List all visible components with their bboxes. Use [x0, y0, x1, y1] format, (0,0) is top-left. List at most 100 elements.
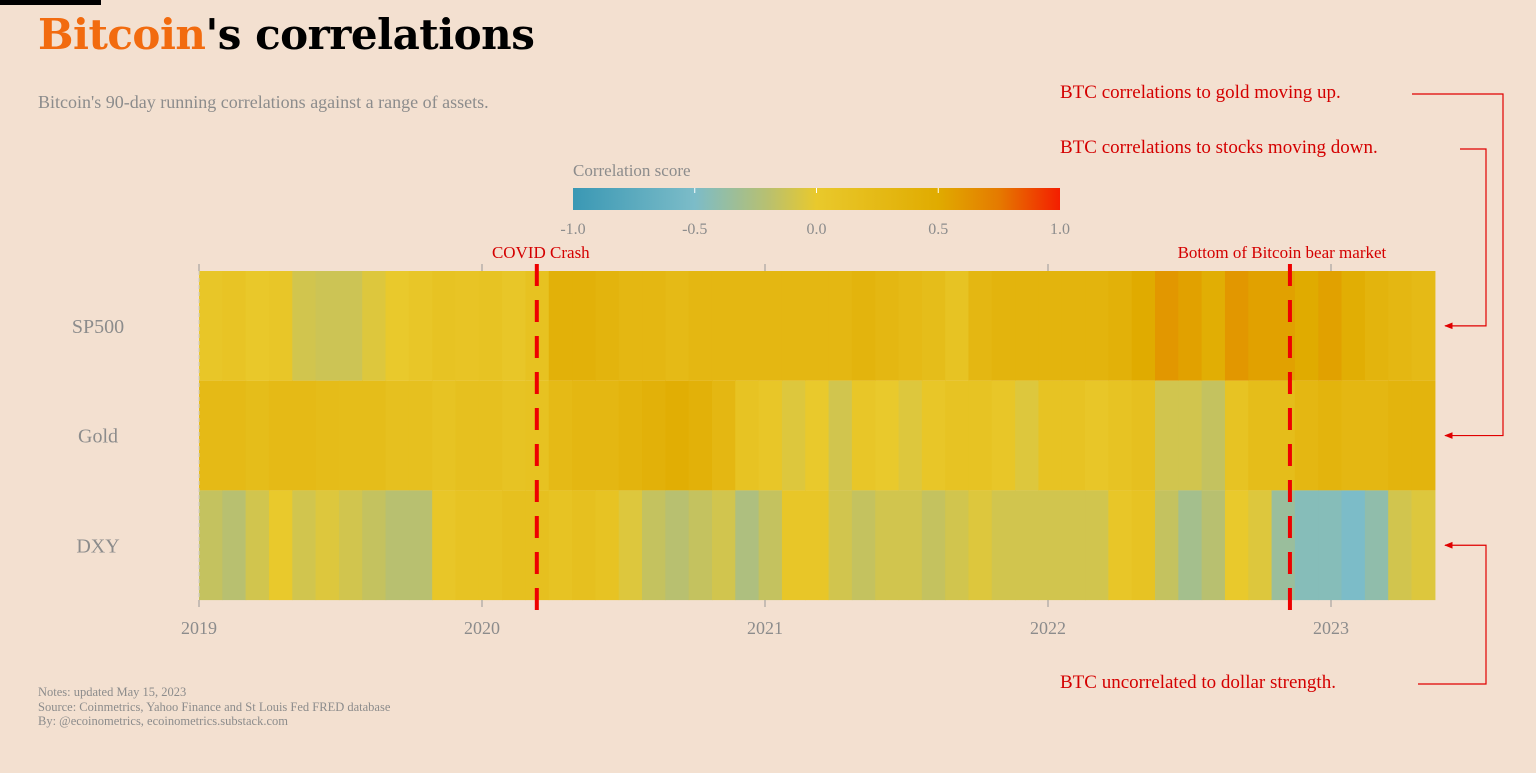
heatmap-cell [851, 271, 876, 381]
x-tick-label: 2020 [464, 618, 500, 638]
x-tick-label: 2022 [1030, 618, 1066, 638]
heatmap-cell [222, 380, 247, 491]
heatmap-cell [478, 490, 503, 601]
heatmap-cell [525, 490, 550, 601]
heatmap-cell [362, 380, 387, 491]
row-label: SP500 [72, 316, 124, 338]
heatmap-cell [408, 490, 433, 601]
heatmap-cell [758, 380, 783, 491]
heatmap-cell [898, 271, 923, 381]
heatmap-cell [595, 271, 620, 381]
heatmap-cell [828, 271, 853, 381]
heatmap-cell [1061, 490, 1086, 601]
heatmap-cell [688, 271, 713, 381]
heatmap-cell [572, 380, 596, 491]
heatmap-cell [1271, 380, 1296, 491]
heatmap-cell [618, 490, 643, 601]
heatmap-cell [1201, 271, 1226, 381]
heatmap-cell [385, 490, 410, 601]
footnotes: Notes: updated May 15, 2023 Source: Coin… [38, 685, 390, 729]
colorbar-gradient [573, 188, 1060, 210]
annotation-arrow [1418, 541, 1487, 685]
byline: By: @ecoinometrics, ecoinometrics.substa… [38, 714, 288, 728]
colorbar-tick-label: 1.0 [1050, 221, 1070, 238]
annotation-text: BTC correlations to stocks moving down. [1060, 137, 1378, 158]
heatmap-cell [1155, 271, 1179, 381]
colorbar-tick-label: 0.0 [807, 221, 827, 238]
heatmap-cell [455, 380, 480, 491]
heatmap-cell [1061, 271, 1086, 381]
heatmap-cell [502, 380, 527, 491]
heatmap-cell [432, 271, 457, 381]
heatmap-cell [945, 490, 970, 601]
heatmap-cell [595, 380, 620, 491]
heatmap-cell [1085, 490, 1109, 601]
heatmap-cell [1131, 271, 1156, 381]
heatmap-cell [245, 490, 270, 601]
heatmap-cell [1388, 271, 1413, 381]
heatmap-cell [711, 271, 736, 381]
heatmap-cell [1201, 490, 1226, 601]
subtitle: Bitcoin's 90-day running correlations ag… [38, 92, 489, 112]
heatmap-cell [781, 380, 806, 491]
heatmap-cell [199, 271, 223, 381]
heatmap-cell [781, 490, 806, 601]
heatmap-cell [875, 271, 900, 381]
event-label: Bottom of Bitcoin bear market [1178, 243, 1387, 262]
heatmap-cell [711, 380, 736, 491]
heatmap-cell [548, 271, 573, 381]
heatmap-cell [199, 380, 223, 491]
heatmap-cell [688, 380, 713, 491]
heatmap-cell [1294, 380, 1319, 491]
heatmap-cell [828, 380, 853, 491]
heatmap-cell [851, 380, 876, 491]
heatmap-cell [1038, 380, 1063, 491]
colorbar-title: Correlation score [573, 161, 691, 180]
heatmap-cell [548, 380, 573, 491]
heatmap-cell [1364, 380, 1389, 491]
heatmap-cell [385, 271, 410, 381]
page-title: Bitcoin's correlations [38, 10, 535, 59]
heatmap-cell [665, 380, 690, 491]
heatmap-cell [828, 490, 853, 601]
heatmap-cell [572, 271, 596, 381]
x-tick-label: 2021 [747, 618, 783, 638]
heatmap-cell [455, 271, 480, 381]
heatmap-cell [292, 380, 317, 491]
heatmap-cell [408, 271, 433, 381]
heatmap-cell [502, 271, 527, 381]
heatmap-cell [618, 380, 643, 491]
annotation-arrow [1444, 148, 1487, 330]
heatmap-cell [478, 380, 503, 491]
heatmap-cell [245, 271, 270, 381]
heatmap-cell [548, 490, 573, 601]
heatmap-cell [315, 380, 340, 491]
annotations: BTC correlations to gold moving up. BTC c… [1060, 82, 1504, 693]
heatmap-cell [1178, 380, 1203, 491]
heatmap-cell [315, 490, 340, 601]
heatmap-cell [1341, 380, 1366, 491]
heatmap-cell [1178, 271, 1203, 381]
heatmap-cell [222, 271, 247, 381]
heatmap-cell [1015, 380, 1040, 491]
heatmap-cell [1364, 271, 1389, 381]
source-line: Source: Coinmetrics, Yahoo Finance and S… [38, 699, 391, 714]
heatmap-cell [945, 271, 970, 381]
heatmap-cell [408, 380, 433, 491]
heatmap-cell [1131, 380, 1156, 491]
heatmap-cell [292, 271, 317, 381]
heatmap-cell [1224, 271, 1249, 381]
x-tick-label: 2019 [181, 618, 217, 638]
heatmap-cell [1155, 490, 1179, 601]
heatmap-cell [338, 380, 363, 491]
heatmap-cell [268, 490, 293, 601]
heatmap-cell [991, 271, 1016, 381]
heatmap-cell [921, 490, 946, 601]
heatmap-cell [1271, 490, 1296, 601]
heatmap-cell [222, 490, 247, 601]
heatmap-cell [642, 380, 666, 491]
row-label: Gold [78, 426, 118, 448]
heatmap-cell [268, 380, 293, 491]
heatmap-cell [199, 490, 223, 601]
heatmap-cell [315, 271, 340, 381]
